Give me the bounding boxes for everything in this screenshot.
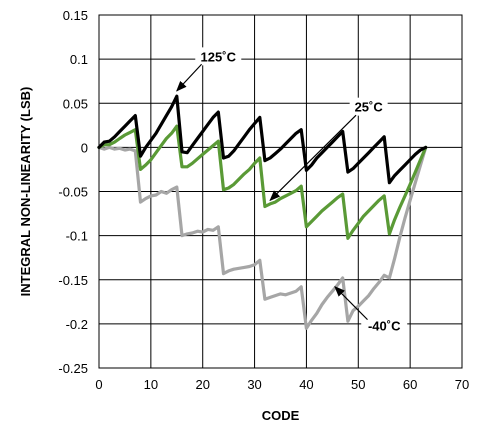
plot-frame bbox=[98, 14, 463, 369]
series-line bbox=[97, 145, 428, 330]
annotation-label: -40˚C bbox=[368, 319, 401, 334]
y-axis-label: INTEGRAL NON-LINEARITY (LSB) bbox=[18, 87, 33, 297]
annotation-label: 25˚C bbox=[355, 100, 384, 115]
x-tick-label: 0 bbox=[95, 377, 102, 392]
x-tick-label: 40 bbox=[299, 377, 313, 392]
y-tick-labels: 0.15 0.1 0.05 0 -0.05 -0.1 -0.15 -0.2 -0.25 bbox=[58, 8, 88, 376]
x-tick-label: 20 bbox=[195, 377, 209, 392]
annotation-label: 125˚C bbox=[201, 49, 237, 64]
annotation-arrow bbox=[176, 63, 203, 92]
y-tick-label: -0.1 bbox=[66, 229, 88, 244]
x-tick-label: 60 bbox=[403, 377, 417, 392]
x-axis-label: CODE bbox=[262, 408, 300, 423]
annotation-background bbox=[195, 47, 242, 66]
x-tick-label: 10 bbox=[144, 377, 158, 392]
y-tick-label: 0.15 bbox=[63, 8, 88, 23]
y-tick-label: 0.05 bbox=[63, 96, 88, 111]
y-tick-label: -0.25 bbox=[58, 361, 88, 376]
x-tick-label: 70 bbox=[455, 377, 469, 392]
annotation-arrow bbox=[334, 286, 368, 321]
annotation-background bbox=[349, 97, 388, 116]
series-line bbox=[97, 94, 428, 185]
y-tick-label: 0.1 bbox=[70, 52, 88, 67]
y-tick-label: -0.2 bbox=[66, 317, 88, 332]
y-tick-label: -0.15 bbox=[58, 273, 88, 288]
annotation-arrow bbox=[269, 114, 357, 202]
y-tick-label: -0.05 bbox=[58, 185, 88, 200]
series-line bbox=[97, 124, 428, 240]
x-tick-label: 50 bbox=[351, 377, 365, 392]
series-lines bbox=[97, 94, 428, 330]
y-tick-label: 0 bbox=[81, 140, 88, 155]
x-tick-label: 30 bbox=[247, 377, 261, 392]
x-tick-labels: 0 10 20 30 40 50 60 70 bbox=[95, 377, 469, 392]
annotations: 125˚C 25˚C -40˚C bbox=[176, 47, 408, 335]
annotation-background bbox=[361, 316, 408, 335]
